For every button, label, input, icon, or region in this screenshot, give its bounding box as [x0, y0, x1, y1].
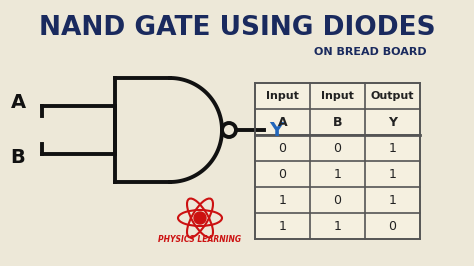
Text: 0: 0	[334, 142, 341, 155]
Text: 1: 1	[279, 219, 286, 232]
Text: Output: Output	[371, 91, 414, 101]
Text: A: A	[10, 93, 26, 111]
Text: 1: 1	[389, 168, 396, 181]
Text: 0: 0	[334, 193, 341, 206]
Text: 1: 1	[334, 168, 341, 181]
Text: 0: 0	[279, 168, 286, 181]
Text: 0: 0	[279, 142, 286, 155]
Text: Y: Y	[269, 120, 283, 139]
Text: Y: Y	[388, 115, 397, 128]
FancyBboxPatch shape	[255, 83, 420, 239]
Text: PHYSICS LEARNING: PHYSICS LEARNING	[158, 235, 242, 244]
Circle shape	[194, 212, 206, 224]
Text: Input: Input	[321, 91, 354, 101]
Text: NAND GATE USING DIODES: NAND GATE USING DIODES	[39, 15, 435, 41]
Text: Input: Input	[266, 91, 299, 101]
Text: 1: 1	[389, 193, 396, 206]
Text: 1: 1	[334, 219, 341, 232]
Text: B: B	[333, 115, 342, 128]
Text: A: A	[278, 115, 287, 128]
Text: 1: 1	[279, 193, 286, 206]
Text: B: B	[10, 148, 26, 167]
Text: 0: 0	[389, 219, 396, 232]
Text: 1: 1	[389, 142, 396, 155]
Text: ON BREAD BOARD: ON BREAD BOARD	[314, 47, 426, 57]
